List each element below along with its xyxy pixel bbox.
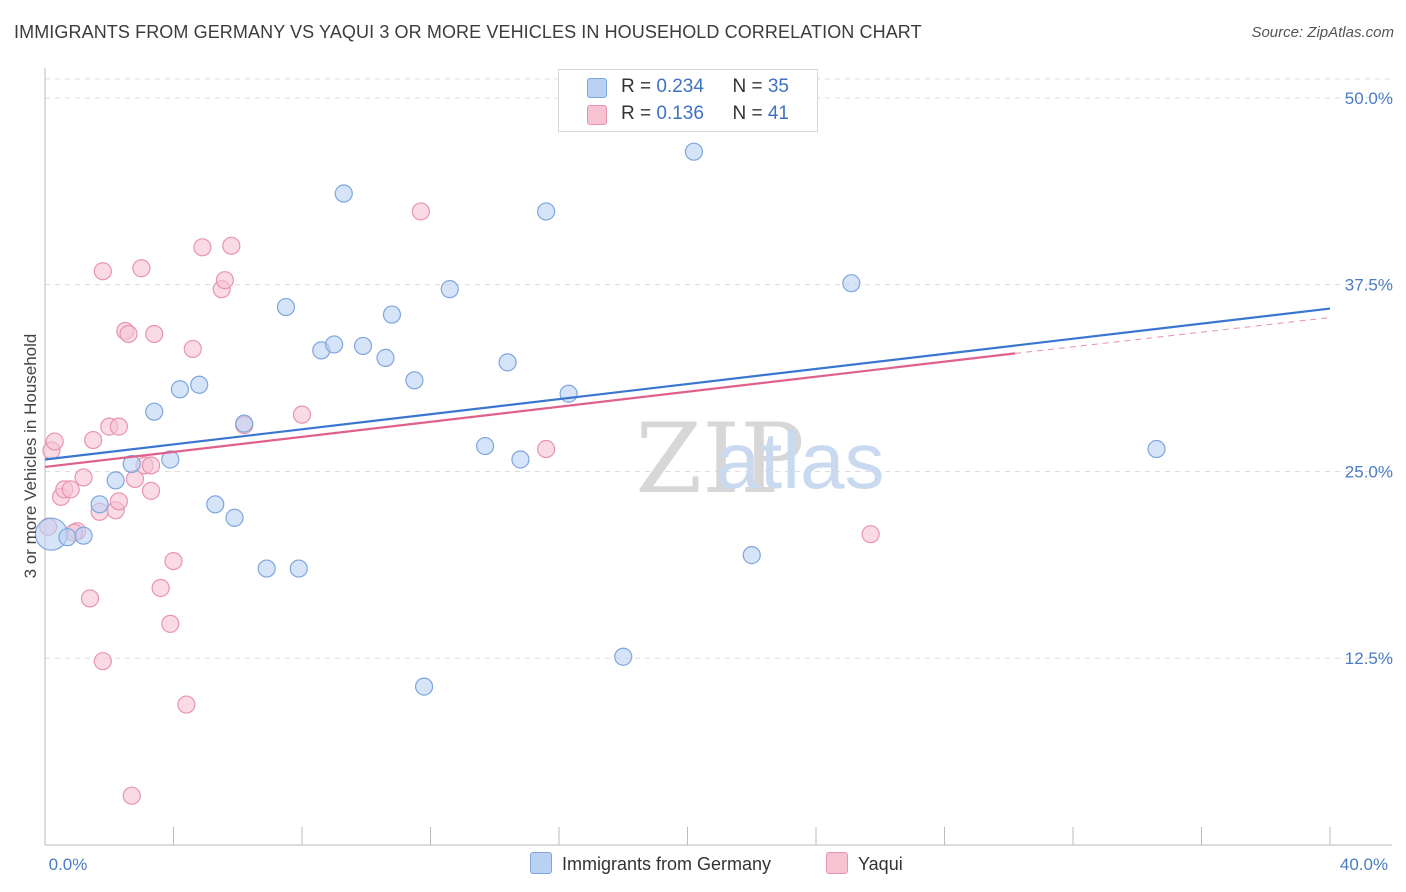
yaqui-point-33 [292, 405, 312, 424]
trend-line-germany [44, 307, 1331, 461]
yaqui-point-5 [61, 480, 80, 499]
germany-point-18 [334, 184, 353, 203]
trend-lines [44, 307, 1331, 469]
stats-legend: R = 0.234 N = 35 R = 0.136 N = 41 [558, 69, 818, 132]
legend-n-label: N = [732, 103, 768, 124]
yaqui-point-25 [164, 551, 183, 571]
yaqui-point-12 [93, 262, 112, 281]
bottom-legend-label-yaqui: Yaqui [858, 854, 903, 874]
watermark-zip: ZIP [635, 403, 804, 515]
trend-line-yaqui [44, 352, 1016, 469]
yaqui-point-31 [222, 236, 241, 255]
yaqui-point-19 [132, 259, 151, 278]
legend-n-value-germany: 35 [767, 76, 789, 97]
germany-point-12 [235, 414, 254, 433]
yaqui-point-28 [193, 238, 212, 257]
yaqui-point-17 [119, 324, 138, 344]
germany-point-3 [90, 495, 109, 514]
legend-r-label: R = [621, 103, 657, 124]
y-tick-label-0: 12.5% [1345, 649, 1393, 668]
tick-labels: 12.5% 25.0% 37.5% 50.0% 0.0% 40.0% [49, 89, 1393, 874]
x-tick-label-0: 0.0% [49, 855, 88, 874]
germany-point-4 [106, 471, 125, 490]
germany-point-27 [511, 450, 530, 469]
source-label: Source: ZipAtlas.com [1251, 24, 1394, 41]
germany-point-6 [145, 402, 164, 421]
yaqui-point-24 [161, 614, 180, 633]
yaqui-point-39 [141, 456, 161, 475]
germany-point-24 [440, 280, 459, 299]
series-yaqui-points [39, 202, 880, 805]
yaqui-point-36 [861, 525, 880, 544]
yaqui-point-11 [93, 652, 112, 671]
germany-point-13 [257, 559, 276, 578]
y-axis-label: 3 or more Vehicles in Household [21, 334, 40, 579]
y-tick-label-3: 50.0% [1345, 89, 1393, 108]
y-tick-label-2: 37.5% [1345, 276, 1393, 295]
germany-point-7 [161, 450, 180, 469]
germany-point-31 [684, 142, 704, 161]
x-tick-label-1: 40.0% [1340, 855, 1388, 874]
germany-point-34 [1147, 439, 1166, 459]
y-tick-label-1: 25.0% [1345, 462, 1393, 481]
yaqui-point-22 [145, 324, 164, 344]
yaqui-point-30 [215, 271, 234, 290]
yaqui-point-35 [537, 439, 556, 459]
germany-point-21 [382, 305, 402, 324]
yaqui-point-37 [122, 786, 141, 805]
yaqui-point-21 [141, 481, 161, 500]
germany-point-20 [376, 348, 395, 367]
yaqui-point-26 [177, 695, 196, 714]
yaqui-point-15 [109, 492, 128, 511]
yaqui-point-8 [80, 589, 100, 608]
germany-point-30 [614, 647, 633, 666]
yaqui-point-9 [84, 430, 103, 450]
yaqui-point-2 [45, 432, 64, 451]
trend-line-yaqui-extension [1015, 317, 1331, 354]
germany-point-11 [225, 508, 244, 527]
germany-point-2 [74, 526, 93, 545]
germany-point-1 [58, 528, 77, 547]
yaqui-point-23 [151, 578, 170, 598]
germany-point-17 [325, 335, 344, 354]
bottom-legend-yaqui: Yaqui [826, 852, 903, 875]
germany-point-9 [190, 375, 209, 394]
germany-point-5 [122, 454, 141, 474]
bottom-legend-swatch-germany [530, 852, 552, 874]
germany-point-25 [476, 436, 495, 456]
bottom-legend-label-germany: Immigrants from Germany [562, 854, 772, 874]
germany-point-15 [289, 559, 308, 578]
germany-point-22 [405, 371, 424, 390]
legend-n-label: N = [732, 76, 768, 97]
germany-point-8 [170, 380, 190, 399]
legend-r-value-germany: 0.234 [656, 76, 704, 97]
germany-point-23 [414, 677, 434, 696]
germany-point-10 [206, 495, 225, 514]
legend-swatch-yaqui [587, 105, 607, 125]
legend-r-value-yaqui: 0.136 [656, 103, 704, 124]
yaqui-point-34 [411, 202, 430, 221]
legend-n-value-yaqui: 41 [767, 103, 789, 124]
legend-swatch-germany [587, 78, 607, 98]
yaqui-point-27 [183, 339, 202, 359]
germany-point-32 [742, 546, 761, 565]
yaqui-point-38 [109, 417, 128, 436]
germany-point-33 [842, 274, 861, 293]
bottom-legend-swatch-yaqui [826, 852, 848, 874]
germany-point-19 [353, 336, 373, 356]
chart-title: IMMIGRANTS FROM GERMANY VS YAQUI 3 OR MO… [14, 22, 922, 42]
germany-point-26 [498, 353, 517, 372]
bottom-legend-germany: Immigrants from Germany [530, 852, 771, 875]
legend-r-label: R = [621, 76, 657, 97]
germany-point-14 [276, 297, 296, 317]
yaqui-point-7 [74, 468, 93, 487]
series-germany-points [34, 142, 1166, 696]
watermark-atlas: atlas [716, 416, 885, 505]
grid-lines [45, 78, 1392, 659]
germany-point-28 [537, 202, 556, 221]
